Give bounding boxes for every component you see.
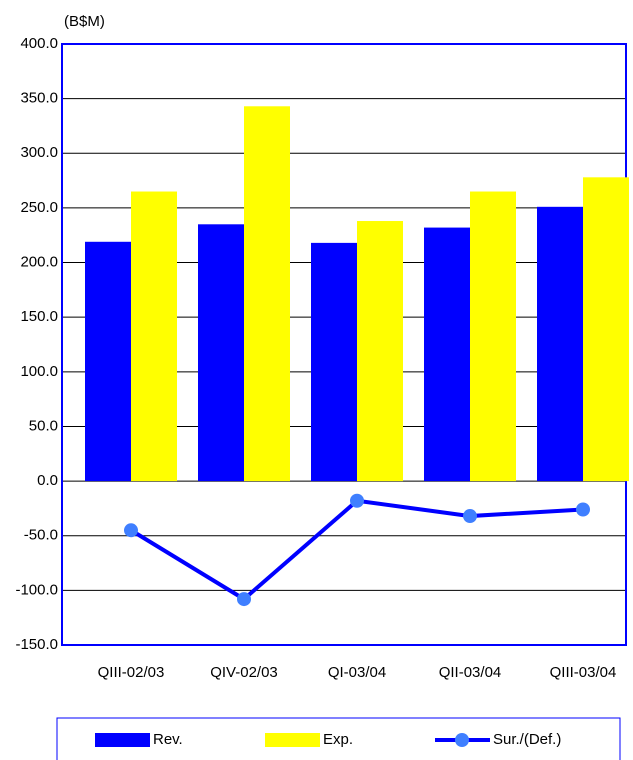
bar	[198, 224, 244, 482]
bar	[470, 191, 516, 482]
y-tick-label: -150.0	[15, 636, 58, 653]
line-marker	[350, 493, 364, 508]
bar	[357, 221, 403, 482]
line	[129, 498, 584, 602]
x-tick-label: QIII-03/04	[550, 664, 617, 681]
y-tick-label: 350.0	[20, 90, 58, 107]
legend-marker	[455, 733, 469, 747]
bar	[85, 241, 131, 482]
y-tick-label: 400.0	[20, 35, 58, 52]
legend-label: Rev.	[153, 731, 183, 748]
bar	[424, 227, 470, 482]
y-axis-unit: (B$M)	[64, 13, 105, 30]
line-marker	[463, 509, 477, 524]
line-marker	[237, 592, 251, 607]
y-tick-label: 300.0	[20, 144, 58, 161]
bar	[311, 242, 357, 482]
bar	[583, 177, 629, 482]
x-tick-label: QII-03/04	[439, 664, 502, 681]
y-tick-label: 200.0	[20, 254, 58, 271]
legend-label: Sur./(Def.)	[493, 731, 561, 748]
line-marker	[124, 523, 138, 538]
legend-box	[56, 717, 621, 760]
y-tick-label: 150.0	[20, 308, 58, 325]
x-tick-label: QIV-02/03	[210, 664, 278, 681]
y-tick-label: 250.0	[20, 199, 58, 216]
bar	[131, 191, 177, 482]
legend-label: Exp.	[323, 731, 353, 748]
legend-swatch	[265, 733, 320, 747]
y-tick-label: -50.0	[24, 527, 58, 544]
x-tick-label: QIII-02/03	[98, 664, 165, 681]
y-tick-label: 100.0	[20, 363, 58, 380]
bar	[244, 106, 290, 482]
bar	[537, 206, 583, 482]
x-tick-label: QI-03/04	[328, 664, 386, 681]
y-tick-label: 0.0	[37, 472, 58, 489]
line-marker	[576, 502, 590, 517]
legend-swatch	[95, 733, 150, 747]
y-tick-label: -100.0	[15, 581, 58, 598]
y-tick-label: 50.0	[29, 417, 58, 434]
